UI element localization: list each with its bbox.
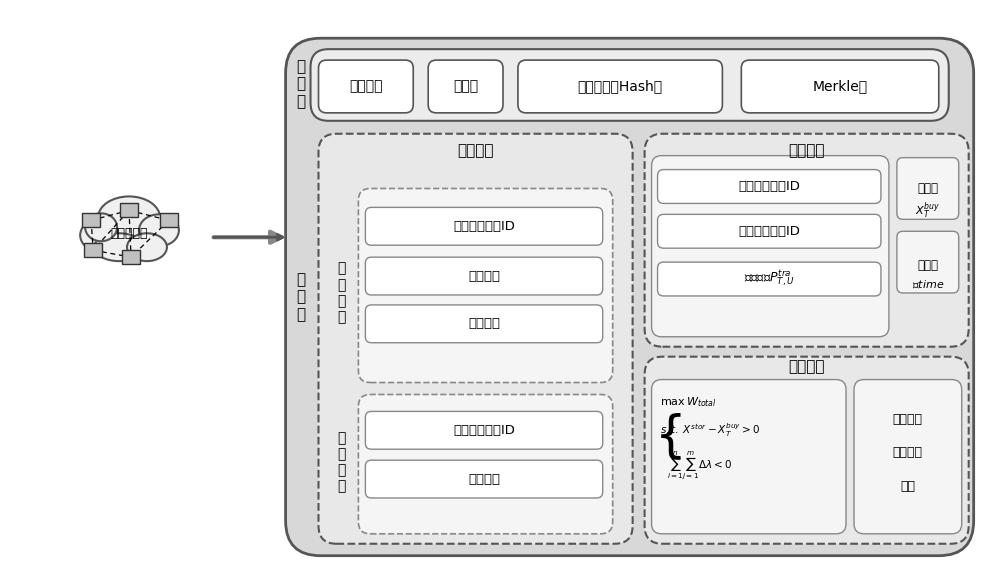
FancyBboxPatch shape (652, 156, 889, 337)
FancyBboxPatch shape (365, 460, 603, 498)
FancyBboxPatch shape (854, 380, 962, 534)
FancyBboxPatch shape (365, 208, 603, 245)
FancyBboxPatch shape (365, 257, 603, 295)
Text: 成交时: 成交时 (917, 259, 938, 271)
FancyBboxPatch shape (645, 134, 969, 347)
FancyBboxPatch shape (82, 213, 100, 227)
Text: 能量种类: 能量种类 (349, 79, 383, 94)
Text: 成交价格$P^{tra}_{T,U}$: 成交价格$P^{tra}_{T,U}$ (744, 269, 795, 289)
Text: 参与主体: 参与主体 (457, 143, 494, 158)
Ellipse shape (98, 197, 160, 238)
Text: $\sum_{i=1}^{n}\sum_{j=1}^{m}\Delta\lambda<0$: $\sum_{i=1}^{n}\sum_{j=1}^{m}\Delta\lamb… (667, 450, 731, 482)
Ellipse shape (94, 233, 144, 261)
Text: 密钥指令: 密钥指令 (468, 270, 500, 282)
Ellipse shape (139, 214, 179, 246)
FancyBboxPatch shape (658, 170, 881, 204)
Text: 能量用户身份ID: 能量用户身份ID (453, 220, 515, 233)
Text: $X^{buy}_{T}$: $X^{buy}_{T}$ (915, 200, 941, 221)
Text: 能源平台: 能源平台 (893, 413, 923, 426)
Text: $s.t.\;X^{stor}-X^{buy}_{T}>0$: $s.t.\;X^{stor}-X^{buy}_{T}>0$ (660, 421, 760, 439)
FancyBboxPatch shape (319, 134, 633, 544)
Text: 成交量: 成交量 (917, 182, 938, 195)
FancyBboxPatch shape (652, 380, 846, 534)
Text: 间$time$: 间$time$ (912, 278, 944, 290)
Text: 区
块
体: 区 块 体 (296, 272, 305, 322)
FancyBboxPatch shape (120, 204, 138, 217)
Ellipse shape (85, 213, 117, 241)
Text: 能源商户身份ID: 能源商户身份ID (453, 424, 515, 437)
FancyBboxPatch shape (365, 305, 603, 343)
Ellipse shape (127, 233, 167, 261)
FancyBboxPatch shape (286, 38, 974, 555)
FancyBboxPatch shape (658, 262, 881, 296)
FancyBboxPatch shape (741, 60, 939, 113)
Text: 时间戳: 时间戳 (453, 79, 478, 94)
Text: $\max\,W_{total}$: $\max\,W_{total}$ (660, 396, 716, 409)
FancyBboxPatch shape (897, 231, 959, 293)
FancyBboxPatch shape (311, 49, 949, 121)
FancyBboxPatch shape (658, 214, 881, 248)
FancyBboxPatch shape (518, 60, 722, 113)
Text: 能
量
商
户: 能 量 商 户 (337, 431, 346, 493)
Text: 策略: 策略 (900, 480, 915, 493)
FancyBboxPatch shape (160, 213, 178, 227)
Text: 区
块
头: 区 块 头 (296, 59, 305, 109)
Text: 相关属性: 相关属性 (468, 473, 500, 485)
FancyBboxPatch shape (84, 243, 102, 257)
FancyBboxPatch shape (645, 356, 969, 544)
FancyBboxPatch shape (897, 158, 959, 219)
FancyBboxPatch shape (122, 250, 140, 264)
Text: 相关信息: 相关信息 (468, 317, 500, 330)
FancyBboxPatch shape (428, 60, 503, 113)
FancyBboxPatch shape (365, 411, 603, 449)
Text: 前一区块的Hash值: 前一区块的Hash值 (578, 79, 663, 94)
Text: 能量商户身份ID: 能量商户身份ID (738, 225, 800, 238)
Ellipse shape (80, 219, 118, 251)
FancyBboxPatch shape (358, 394, 613, 534)
Text: 最优策略: 最优策略 (893, 446, 923, 459)
FancyBboxPatch shape (358, 189, 613, 382)
Text: 区块链网络: 区块链网络 (110, 227, 148, 240)
Text: 交易结果: 交易结果 (788, 143, 825, 158)
Text: {: { (655, 412, 686, 460)
Text: 能量用户身份ID: 能量用户身份ID (738, 180, 800, 193)
Text: 能
量
用
户: 能 量 用 户 (337, 262, 346, 324)
Text: 交易博弈: 交易博弈 (788, 359, 825, 374)
Text: Merkle根: Merkle根 (812, 79, 868, 94)
FancyBboxPatch shape (319, 60, 413, 113)
